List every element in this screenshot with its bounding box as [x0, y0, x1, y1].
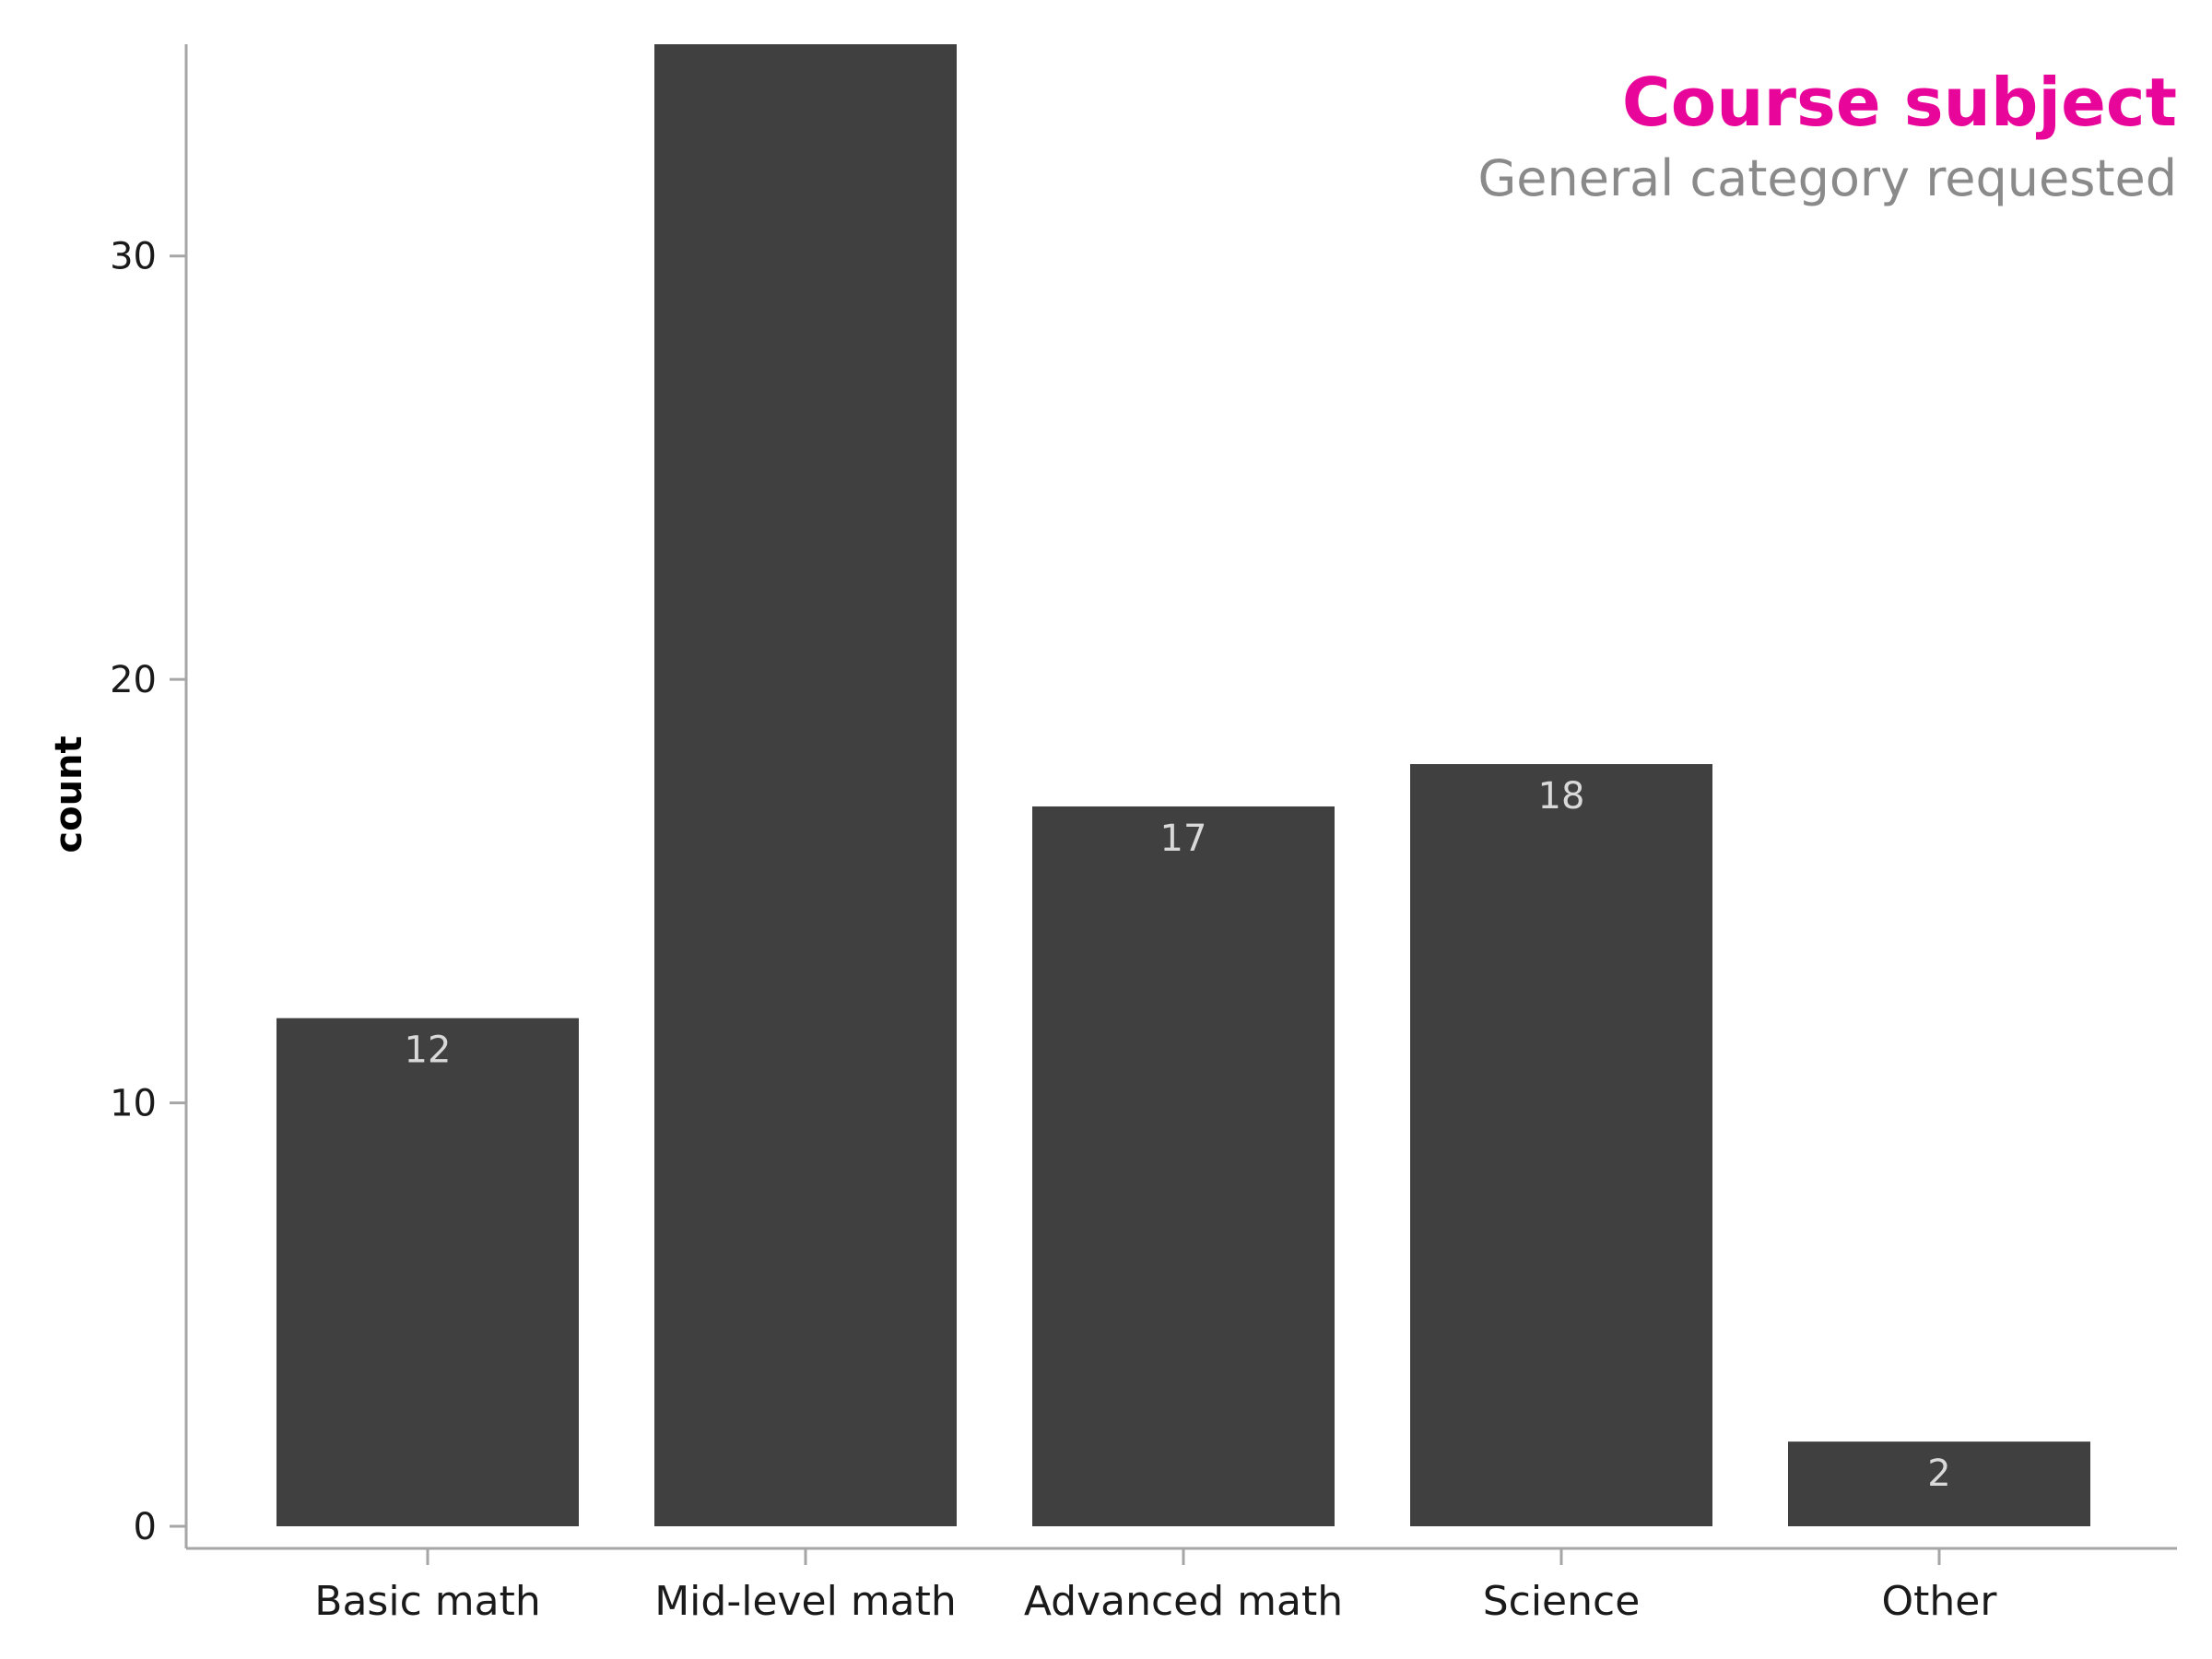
data-label: 17	[1160, 818, 1207, 860]
chart-subtitle: General category requested	[1477, 149, 2177, 207]
data-label: 2	[1927, 1453, 1950, 1495]
data-label: 12	[405, 1030, 452, 1072]
x-tick-label: Mid-level math	[654, 1578, 957, 1625]
chart-title: Course subject	[1622, 64, 2177, 141]
bar-mid-level-math	[654, 44, 957, 1526]
bars-layer	[276, 44, 2090, 1526]
y-axis-title: count	[48, 735, 90, 853]
x-tick-label: Advanced math	[1024, 1578, 1343, 1625]
y-ticks: 0 10 20 30	[110, 236, 186, 1548]
x-tick-label: Science	[1483, 1578, 1641, 1625]
x-tick-label: Other	[1882, 1578, 1998, 1625]
bar-science	[1410, 764, 1712, 1526]
data-labels: 12 17 18 2	[405, 775, 1951, 1495]
y-tick-label: 0	[134, 1506, 157, 1548]
bar-other	[1788, 1441, 2090, 1526]
axes-layer	[184, 44, 2177, 1550]
x-ticks: Basic math Mid-level math Advanced math Sci…	[314, 1548, 1997, 1625]
x-tick-label: Basic math	[314, 1578, 540, 1625]
data-label: 18	[1538, 775, 1585, 818]
y-tick-label: 10	[110, 1083, 157, 1125]
y-tick-label: 30	[110, 236, 157, 278]
bar-advanced-math	[1032, 806, 1335, 1526]
y-tick-label: 20	[110, 659, 157, 701]
bar-basic-math	[276, 1018, 579, 1526]
